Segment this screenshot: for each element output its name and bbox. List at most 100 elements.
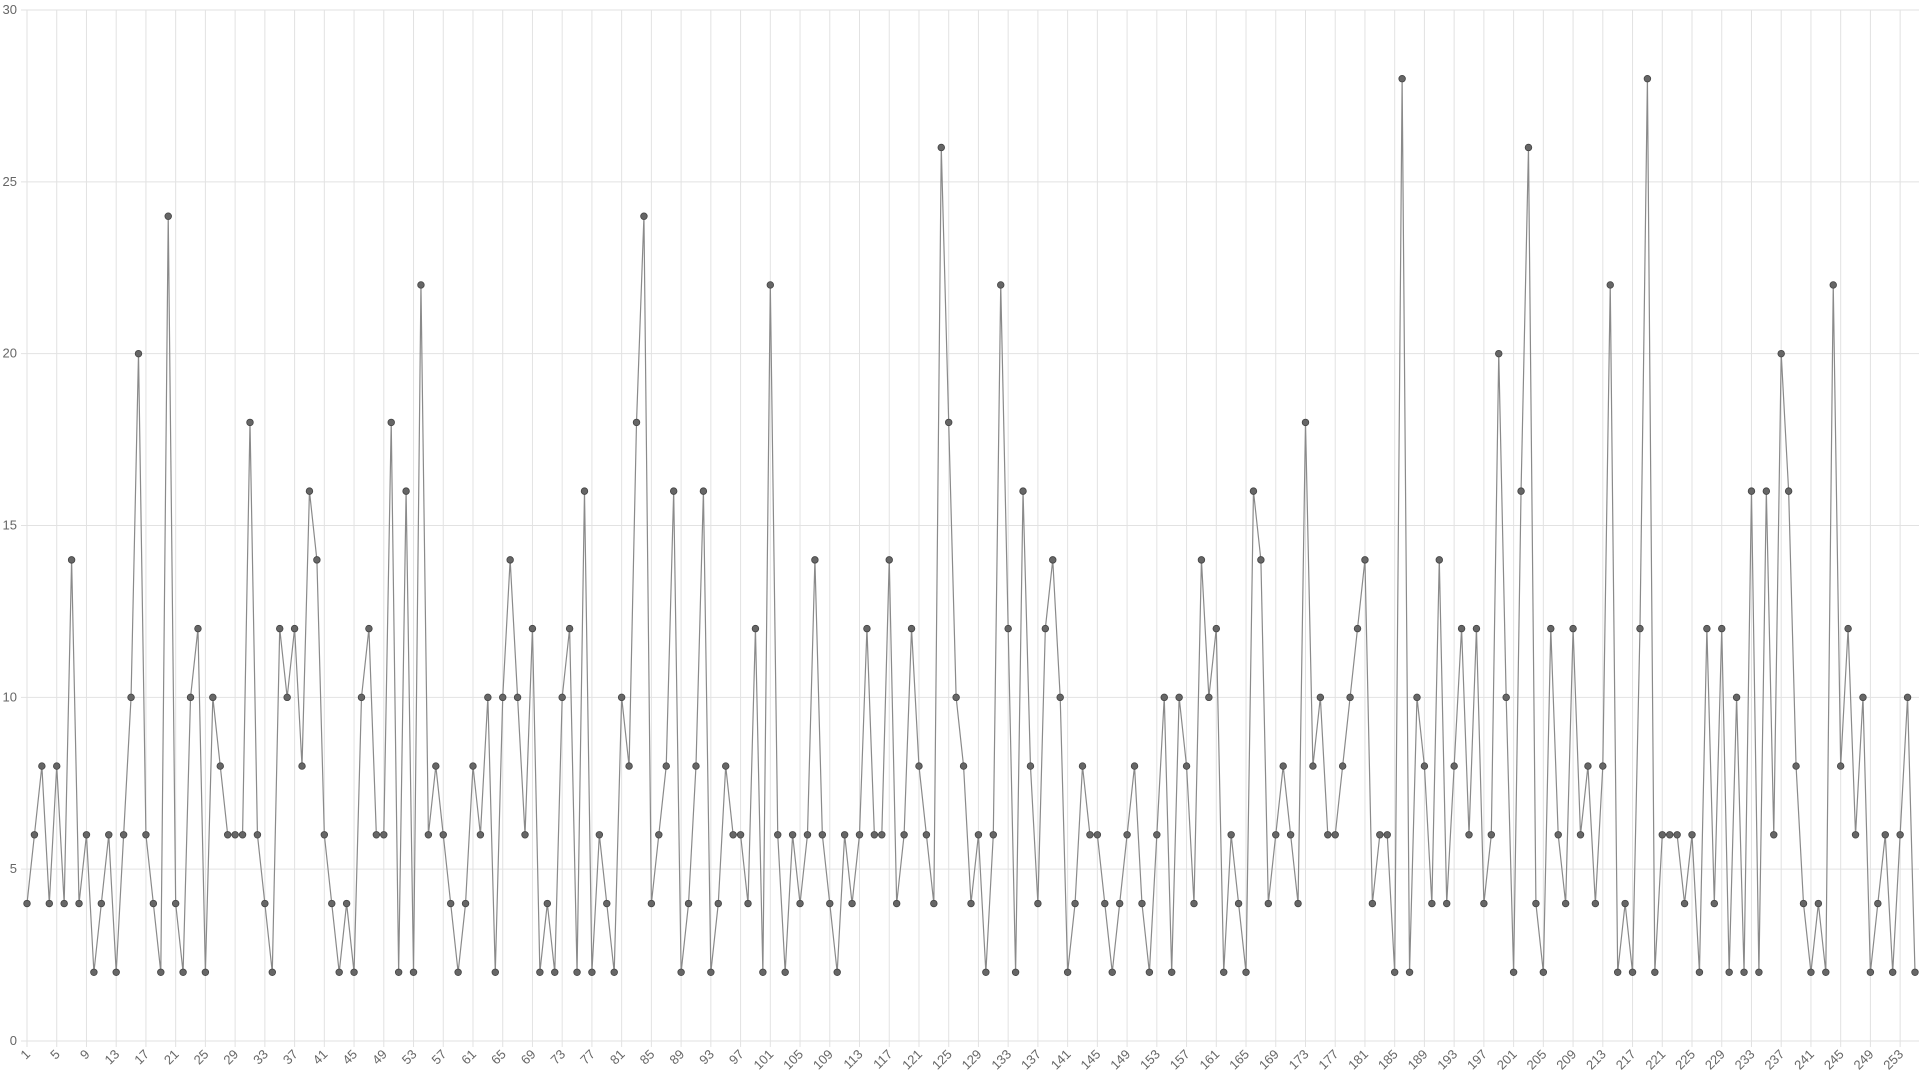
x-tick-label: 85 [637,1047,658,1068]
data-point [677,968,685,976]
data-point [209,693,217,702]
data-point [603,899,611,908]
data-point [223,831,232,839]
y-tick-label: 15 [3,518,17,533]
data-point [1695,968,1704,976]
data-point [1889,968,1897,976]
data-point [625,762,633,770]
data-point [967,899,975,908]
data-point [1279,762,1287,770]
data-point [1703,624,1711,633]
data-point [417,281,425,289]
data-point [1093,831,1102,839]
x-tick-label: 149 [1107,1047,1133,1073]
x-tick-label: 1 [17,1047,33,1063]
x-tick-label: 241 [1791,1047,1817,1073]
data-point [1569,624,1577,633]
data-point [930,899,938,908]
data-point [1480,899,1488,908]
data-point [350,968,358,976]
x-tick-label: 209 [1553,1047,1579,1073]
x-tick-label: 145 [1078,1047,1104,1073]
data-point [454,968,462,976]
x-tick-label: 157 [1167,1047,1193,1073]
x-tick-label: 221 [1642,1047,1668,1073]
data-point [1591,899,1600,908]
data-point [1487,831,1496,839]
data-point [1450,762,1458,770]
data-point [528,624,537,633]
data-point [826,899,834,908]
data-point [937,143,945,152]
data-point [1621,899,1629,908]
data-point [1153,831,1161,839]
data-point [1182,762,1191,770]
data-point [1725,968,1733,976]
data-point [1138,899,1146,908]
data-point [127,693,135,702]
data-point [1680,899,1689,908]
x-tick-label: 173 [1286,1047,1312,1073]
x-tick-label: 61 [458,1047,479,1068]
x-tick-label: 153 [1137,1047,1163,1073]
data-point [1309,762,1317,770]
data-point [788,831,797,839]
data-point [1643,75,1652,83]
x-tick-label: 41 [310,1047,331,1068]
data-point [1539,968,1548,976]
data-point [1435,556,1443,564]
data-point [1071,899,1079,908]
data-point [1376,831,1384,839]
data-point [67,556,76,564]
data-point [276,624,284,633]
y-tick-label: 30 [3,2,17,17]
data-point [446,899,455,908]
data-point [1502,693,1510,702]
data-point [1264,899,1273,908]
x-tick-label: 185 [1375,1047,1401,1073]
data-point [134,349,143,358]
data-point [387,418,395,427]
data-point [1123,831,1131,839]
data-point [119,831,128,839]
data-point [1658,831,1666,839]
data-point [30,831,39,839]
data-point [1175,693,1183,702]
data-point [870,831,879,839]
data-point [1115,899,1124,908]
data-point [82,831,91,839]
x-tick-label: 57 [429,1047,450,1068]
y-tick-label: 0 [10,1033,17,1048]
x-tick-label: 105 [780,1047,806,1073]
x-tick-label: 201 [1494,1047,1520,1073]
x-tick-label: 245 [1821,1047,1847,1073]
data-point [1167,968,1176,976]
data-point [1220,968,1228,976]
data-point [707,968,715,976]
data-point [75,899,83,908]
data-point [848,899,856,908]
data-point [1547,624,1555,633]
data-point [1063,968,1072,976]
data-point [506,556,514,564]
data-point [1457,624,1466,633]
data-point [1651,968,1659,976]
data-point [1145,968,1154,976]
data-point [1584,762,1592,770]
data-point [521,831,529,839]
data-point [1911,968,1919,976]
data-point [335,968,343,976]
x-tick-label: 137 [1018,1047,1044,1073]
data-point [53,762,61,770]
data-point [959,762,968,770]
data-point [60,899,68,908]
data-point [878,831,886,839]
x-tick-label: 93 [696,1047,717,1068]
data-point [796,899,804,908]
data-point [774,831,782,839]
data-point [1747,487,1756,495]
x-tick-label: 65 [488,1047,509,1068]
x-tick-label: 193 [1434,1047,1460,1073]
x-tick-label: 225 [1672,1047,1698,1073]
data-point [1056,693,1064,702]
